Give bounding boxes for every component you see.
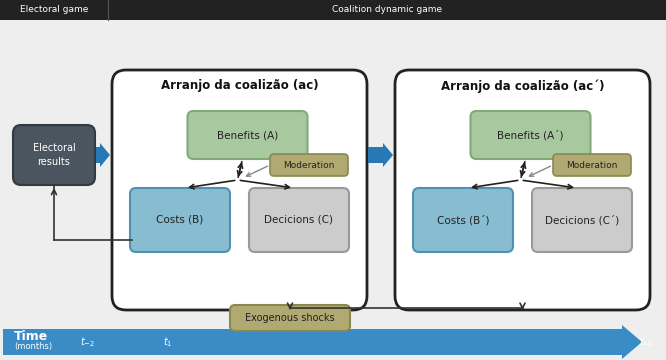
Text: (months): (months): [14, 342, 52, 351]
FancyArrow shape: [3, 325, 642, 359]
Text: Arranjo da coalizão (ac´): Arranjo da coalizão (ac´): [441, 79, 604, 93]
Text: $t_{-2}$: $t_{-2}$: [81, 335, 95, 349]
Text: Exogenous shocks: Exogenous shocks: [245, 313, 335, 323]
Text: Benefits (A): Benefits (A): [217, 130, 278, 140]
Text: Moderation: Moderation: [566, 161, 617, 170]
FancyBboxPatch shape: [532, 188, 632, 252]
Text: Moderation: Moderation: [283, 161, 335, 170]
Bar: [0, 0, 666, 20]
Text: Time: Time: [14, 330, 48, 343]
Text: $t_1$: $t_1$: [163, 335, 172, 349]
Text: $t_{48}$: $t_{48}$: [639, 335, 653, 349]
FancyArrow shape: [96, 143, 110, 167]
FancyBboxPatch shape: [188, 111, 308, 159]
FancyBboxPatch shape: [230, 305, 350, 331]
Text: Electoral game: Electoral game: [20, 5, 88, 14]
FancyBboxPatch shape: [112, 70, 367, 310]
FancyBboxPatch shape: [270, 154, 348, 176]
Text: Benefits (A´): Benefits (A´): [498, 130, 563, 140]
FancyBboxPatch shape: [249, 188, 349, 252]
Text: Arranjo da coalizão (ac): Arranjo da coalizão (ac): [161, 80, 318, 93]
Text: Costs (B): Costs (B): [157, 215, 204, 225]
Text: Costs (B´): Costs (B´): [437, 215, 490, 225]
Text: Electoral
results: Electoral results: [33, 143, 75, 167]
FancyArrow shape: [368, 143, 393, 167]
FancyBboxPatch shape: [553, 154, 631, 176]
FancyBboxPatch shape: [13, 125, 95, 185]
Text: Decicions (C´): Decicions (C´): [545, 215, 619, 225]
FancyBboxPatch shape: [470, 111, 591, 159]
Text: Decicions (C): Decicions (C): [264, 215, 334, 225]
FancyBboxPatch shape: [395, 70, 650, 310]
FancyBboxPatch shape: [413, 188, 513, 252]
Text: Coalition dynamic game: Coalition dynamic game: [332, 5, 442, 14]
FancyBboxPatch shape: [130, 188, 230, 252]
